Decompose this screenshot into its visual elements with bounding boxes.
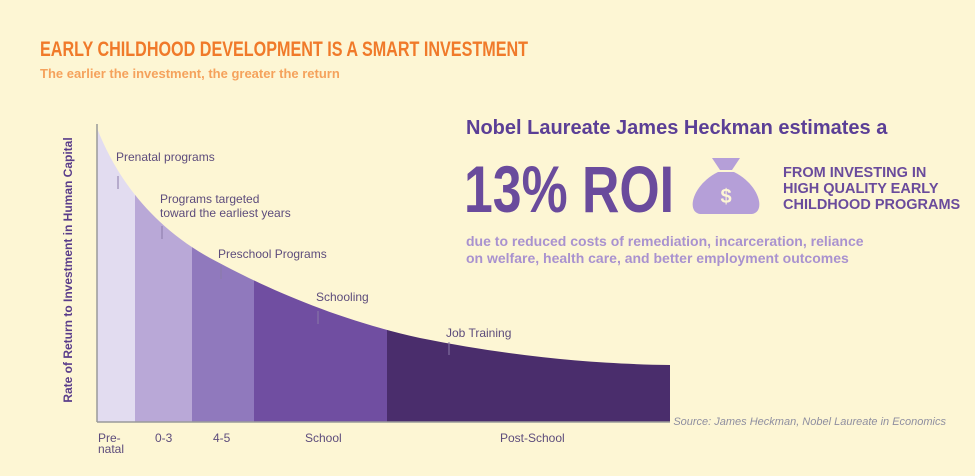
money-bag-icon: $ bbox=[692, 158, 760, 214]
callout-intro: Nobel Laureate James Heckman estimates a bbox=[466, 117, 888, 139]
x-axis-label: natal bbox=[98, 442, 124, 456]
stage-annotation: Programs targeted bbox=[160, 192, 259, 206]
stage-annotation: Schooling bbox=[316, 290, 369, 304]
svg-text:$: $ bbox=[720, 186, 731, 208]
source: Source: James Heckman, Nobel Laureate in… bbox=[673, 416, 946, 428]
callout-tagline: FROM INVESTING IN bbox=[783, 165, 926, 181]
title: EARLY CHILDHOOD DEVELOPMENT IS A SMART I… bbox=[40, 38, 528, 61]
x-axis-label: Pre- bbox=[98, 431, 121, 445]
callout-details: due to reduced costs of remediation, inc… bbox=[466, 233, 864, 249]
callout-headline: 13% ROI bbox=[464, 152, 674, 226]
x-axis-label: School bbox=[305, 431, 342, 445]
stage-annotation: toward the earliest years bbox=[160, 206, 291, 220]
x-axis-label: 0-3 bbox=[155, 431, 173, 445]
stage-annotation: Prenatal programs bbox=[116, 150, 215, 164]
x-axis-label: Post-School bbox=[500, 431, 565, 445]
y-axis-label: Rate of Return to Investment in Human Ca… bbox=[61, 137, 75, 402]
leaders bbox=[117, 176, 450, 355]
stage-annotation: Job Training bbox=[446, 326, 511, 340]
callout-tagline: HIGH QUALITY EARLY bbox=[783, 181, 939, 197]
x-axis-label: 4-5 bbox=[213, 431, 231, 445]
callout-tagline: CHILDHOOD PROGRAMS bbox=[783, 197, 961, 213]
subtitle: The earlier the investment, the greater … bbox=[40, 66, 340, 81]
stage-annotation: Preschool Programs bbox=[218, 247, 327, 261]
callout-details: on welfare, health care, and better empl… bbox=[466, 250, 849, 266]
